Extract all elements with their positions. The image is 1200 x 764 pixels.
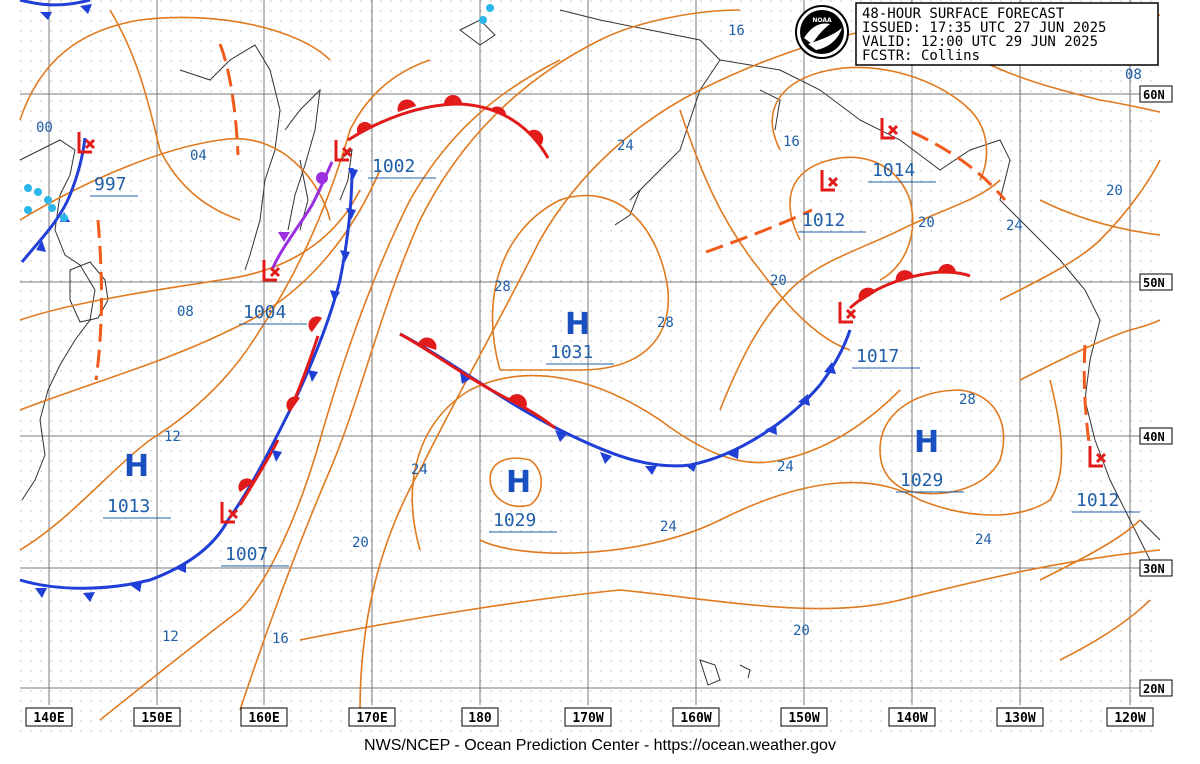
lon-label: 150E [141,711,172,726]
isobar-value: 16 [272,631,289,647]
isobar-value: 20 [918,215,935,231]
stationary-front [226,167,358,521]
pressure-value: 1012 [802,210,845,231]
isobar-value: 28 [959,392,976,408]
low-symbol [220,502,239,524]
isobar-value: 24 [1006,218,1023,234]
isobar-value: 08 [1125,67,1142,83]
forecast-header: 48-HOUR SURFACE FORECAST ISSUED: 17:35 U… [855,2,1159,66]
longitude-labels: 140E 150E 160E 170E 180 170W 160W 150W 1… [25,707,1154,727]
isobar-value: 20 [793,623,810,639]
isobar-value: 20 [770,273,787,289]
lon-label: 150W [788,711,819,726]
lon-label: 120W [1114,711,1145,726]
high-symbol: H [565,307,590,342]
isobar-value: 20 [352,535,369,551]
lat-label-30n: 30N [1143,562,1165,576]
isobar-value: 24 [411,462,428,478]
pressure-value: 1029 [493,510,536,531]
isobar-value: 24 [617,138,634,154]
warm-fronts [347,95,971,430]
low-symbol [880,118,899,140]
header-title: 48-HOUR SURFACE FORECAST [862,6,1065,22]
footer-credit: NWS/NCEP - Ocean Prediction Center - htt… [364,737,836,754]
isobar-value: 24 [975,532,992,548]
lat-label-20n: 20N [1143,682,1165,696]
pressure-value: 1031 [550,342,593,363]
low-symbol [262,260,281,282]
lat-label-50n: 50N [1143,276,1165,290]
high-symbol: H [506,465,531,500]
isobar-value: 12 [164,429,181,445]
isobar-value: 00 [36,120,53,136]
isobar-value: 16 [783,134,800,150]
pressure-value: 1017 [856,346,899,367]
isobar-value: 24 [660,519,677,535]
lat-label-40n: 40N [1143,430,1165,444]
pressure-value: 1013 [107,496,150,517]
low-symbol [77,132,96,154]
lon-label: 160E [248,711,279,726]
lat-label-60n: 60N [1143,88,1165,102]
pressure-value: 997 [94,174,127,195]
isobar-value: 08 [177,304,194,320]
high-symbol: H [124,449,149,484]
low-symbol [334,140,353,162]
pressure-value: 1007 [225,544,268,565]
header-valid: VALID: 12:00 UTC 29 JUN 2025 [862,34,1098,50]
pressure-values: 997 1002 1004 1012 1014 1017 1012 1007 1… [94,156,1119,565]
lon-label: 140W [896,711,927,726]
pressure-value: 1002 [372,156,415,177]
lon-label: 170W [572,711,603,726]
troughs [94,43,1092,451]
high-symbol: H [914,425,939,460]
lon-label: 130W [1004,711,1035,726]
isobar-value: 04 [190,148,207,164]
low-symbol [1088,446,1107,468]
pressure-value: 1029 [900,470,943,491]
pressure-value: 1014 [872,160,915,181]
isobar-value: 28 [494,279,511,295]
ice-markers [24,4,494,222]
pressure-center-symbols: H H H H [77,118,1107,524]
coastlines [19,9,1161,686]
isobars [19,9,1161,721]
isobar-value: 20 [1106,183,1123,199]
pressure-value: 1012 [1076,490,1119,511]
low-symbol [838,302,857,324]
isobar-value: 16 [728,23,745,39]
lon-label: 140E [33,711,64,726]
isobar-value: 24 [777,459,794,475]
low-symbol [820,170,839,192]
noaa-logo: NOAA [795,5,849,59]
latitude-labels: 60N 50N 40N 30N 20N [1139,85,1173,697]
isobar-value: 28 [657,315,674,331]
isobar-values: 00 04 08 12 12 16 16 16 20 20 20 20 20 2… [36,23,1142,647]
header-issued: ISSUED: 17:35 UTC 27 JUN 2025 [862,20,1106,36]
lon-label: 170E [356,711,387,726]
pressure-underlines [90,177,1140,567]
occluded-front [270,161,334,271]
header-forecaster: FCSTR: Collins [862,48,980,64]
svg-text:NOAA: NOAA [812,17,832,24]
pressure-value: 1004 [243,302,286,323]
lat-lon-grid [20,0,1160,705]
lon-label: 160W [680,711,711,726]
isobar-value: 12 [162,629,179,645]
lon-label: 180 [468,711,492,726]
